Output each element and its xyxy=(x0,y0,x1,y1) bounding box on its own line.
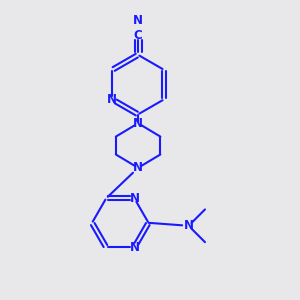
Text: N: N xyxy=(133,117,143,130)
Text: N: N xyxy=(184,219,194,232)
Text: C: C xyxy=(134,29,142,42)
Text: N: N xyxy=(129,192,140,205)
Text: N: N xyxy=(129,241,140,254)
Text: N: N xyxy=(133,161,143,174)
Text: N: N xyxy=(107,93,117,106)
Text: N: N xyxy=(133,14,143,27)
